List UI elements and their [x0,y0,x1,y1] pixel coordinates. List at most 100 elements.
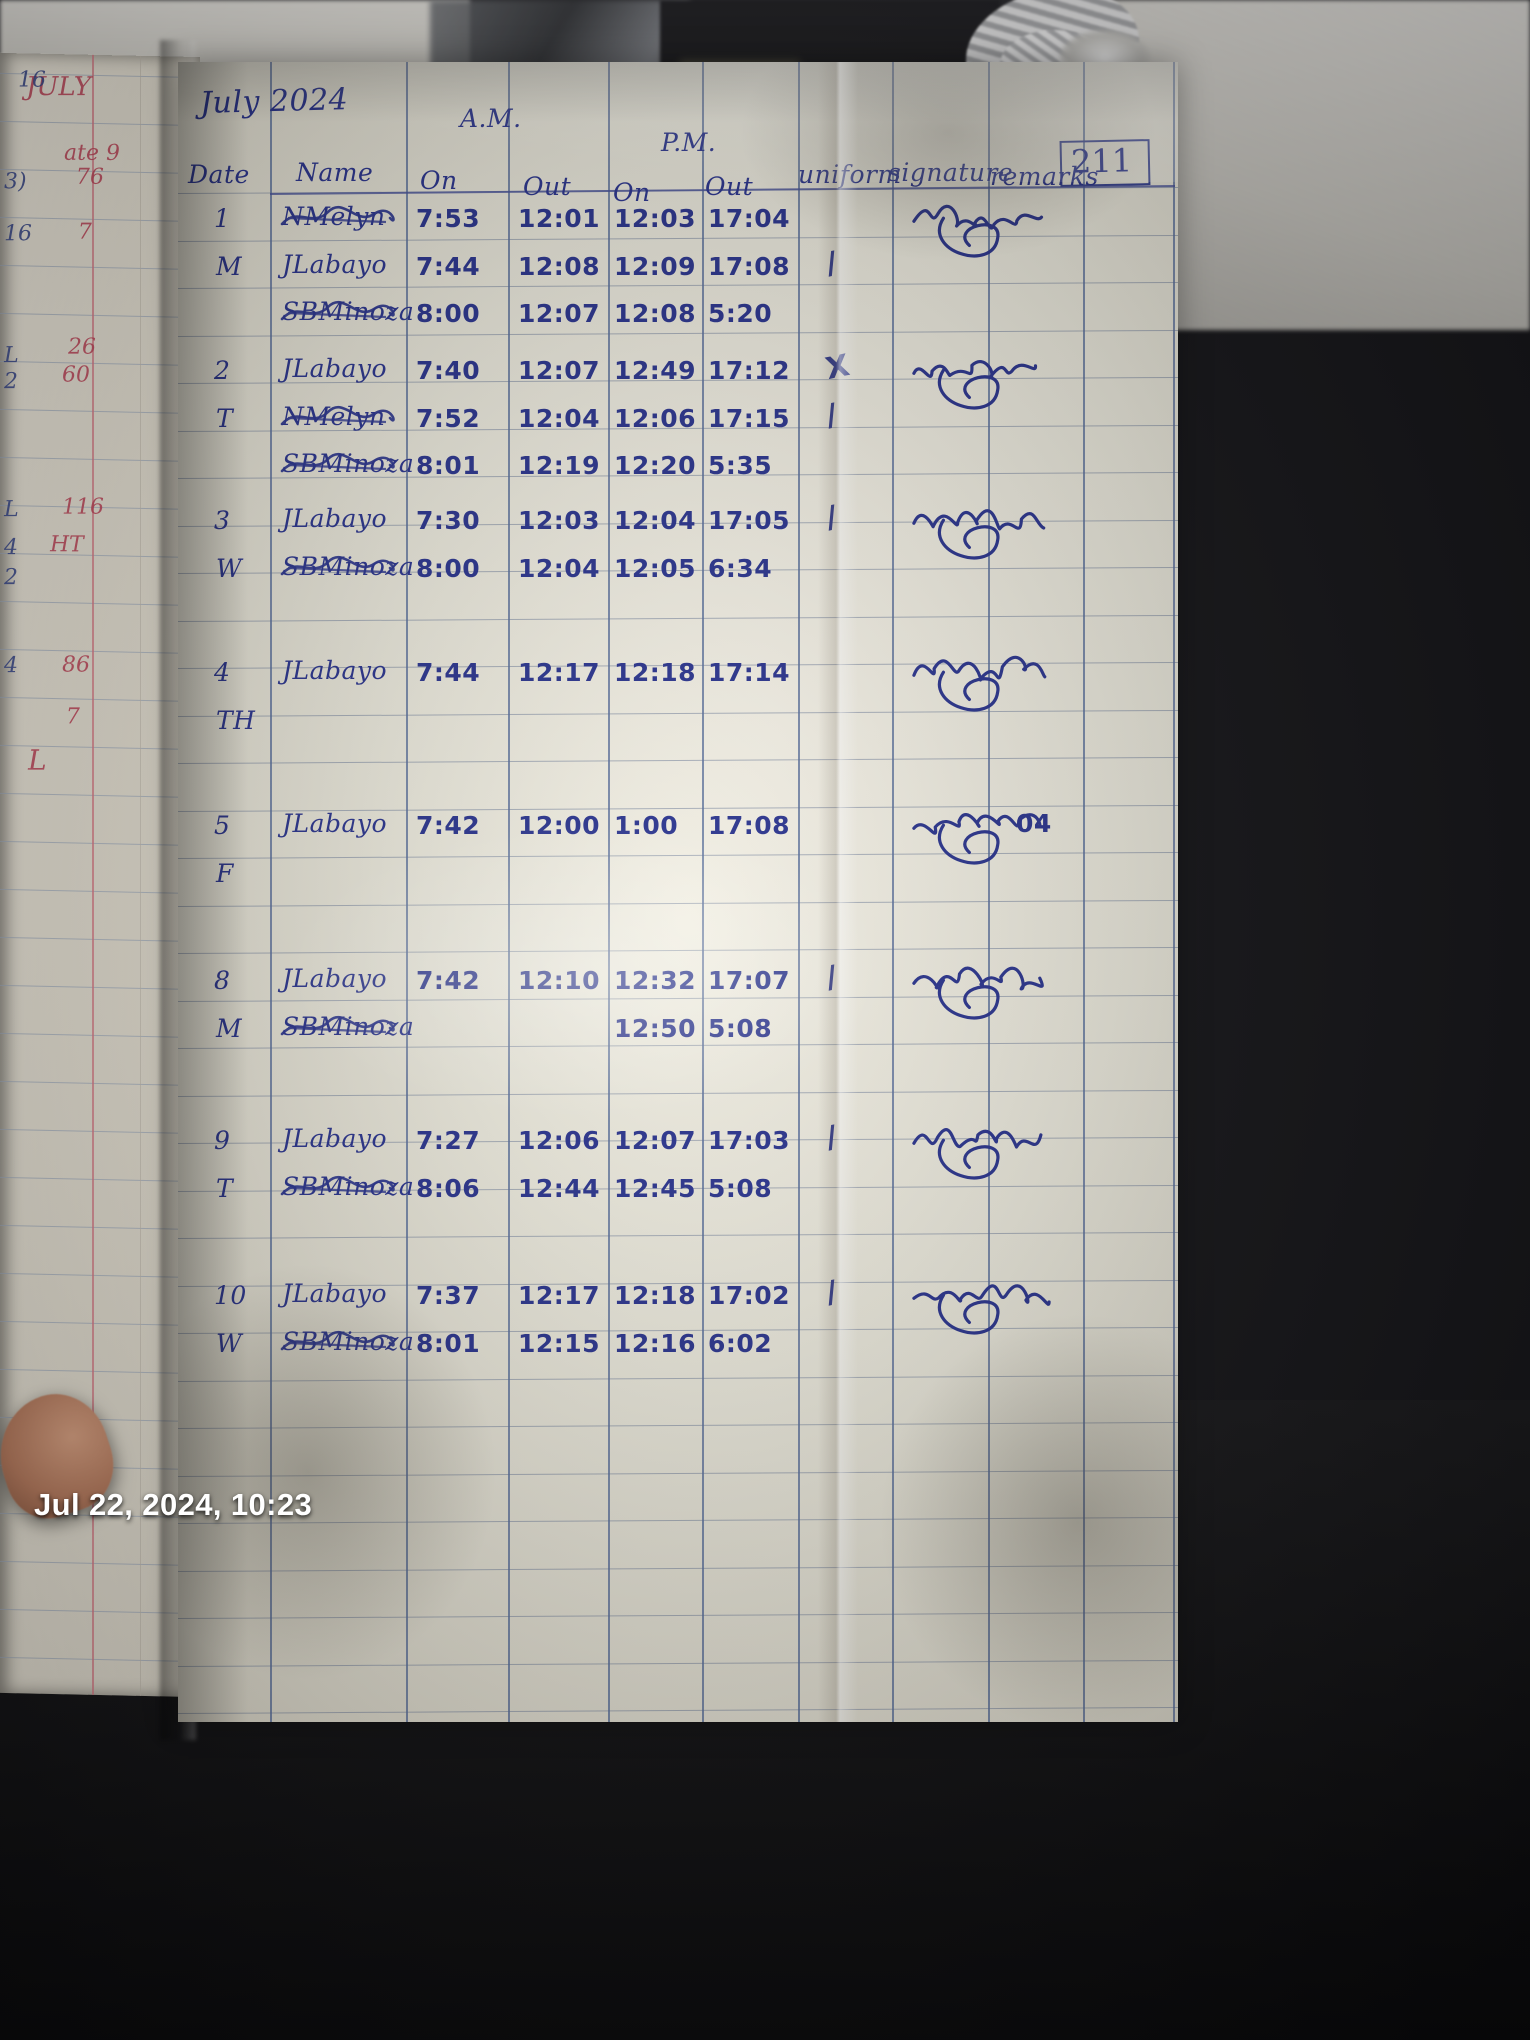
left-page-mark-1: ate 9 [63,140,121,166]
entry-am-out: 12:19 [518,451,601,480]
entry-am-in: 8:06 [416,1173,481,1203]
entry-am-out: 12:01 [518,204,601,233]
left-page-mark-2: 76 [75,164,105,190]
entry-am-out: 12:07 [518,356,601,385]
entry-signature [908,194,1044,286]
left-page-blue-mark-6: 4 [3,535,19,561]
entry-date: 10 [214,1281,247,1310]
entry-day: T [216,404,233,433]
entry-name: JLabayo [282,656,388,685]
entry-name: JLabayo [282,964,388,993]
entry-am-in: 8:01 [416,1328,481,1358]
name-scrawl [278,202,396,232]
entry-am-out: 12:17 [518,658,601,687]
page-top-shade [178,62,1178,122]
left-page-mark-5: 60 [61,362,91,388]
entry-am-out: 12:07 [518,299,601,328]
entry-signature [908,496,1046,588]
entry-pm-out: 17:08 [708,251,791,281]
entry-pm-out: 17:03 [708,1126,791,1155]
entry-pm-in: 12:18 [614,1281,697,1310]
entry-am-in: 7:53 [416,204,481,233]
left-page-blue-mark-4: 2 [3,369,19,395]
entry-name: JLabayo [282,809,388,838]
entry-pm-out: 5:20 [708,299,773,328]
left-page-blue-mark-1: 3) [3,169,27,195]
left-page-blue-mark-3: L [3,343,19,369]
page-column-ruling [178,62,1178,1722]
logbook-page: July 2024 A.M. P.M. 211 Date Name On Out… [178,62,1178,1722]
entry-am-in: 7:30 [416,506,481,535]
page-curve-highlight [178,62,1178,182]
entry-pm-in: 12:05 [614,553,697,583]
entry-pm-in: 12:50 [614,1013,697,1043]
entry-pm-in: 12:45 [614,1173,697,1203]
entry-am-out: 12:04 [518,403,601,433]
page-center-fold [818,62,858,1722]
entry-date: 1 [214,204,230,233]
entry-signature [908,346,1038,438]
entry-pm-out: 17:15 [708,403,791,433]
entry-am-out: 12:06 [518,1126,601,1155]
entry-signature [908,648,1047,740]
photo-timestamp: Jul 22, 2024, 10:23 [34,1487,313,1522]
entry-name: JLabayo [282,249,388,279]
column-header-name: Name [296,158,373,187]
page-gutter-shade [178,62,248,1722]
entry-pm-in: 12:32 [614,966,697,995]
entry-am-in: 7:52 [416,403,481,433]
column-header-am-in: On [420,166,458,195]
entry-pm-in: 12:03 [614,204,697,233]
entry-day: F [216,859,234,888]
entry-am-in: 7:44 [416,658,481,687]
entry-remarks: 04 [1016,809,1052,838]
left-page-blue-mark-5: L [3,497,19,523]
column-header-am-out: Out [523,172,572,201]
entry-date: 9 [214,1126,230,1155]
entry-date: 4 [214,658,230,687]
entry-am-out: 12:44 [518,1173,601,1203]
left-page-column-line [140,55,141,1696]
entry-am-out: 12:00 [518,811,601,840]
column-header-pm-in: On [613,178,651,207]
entry-am-in: 8:01 [416,451,481,480]
entry-pm-out: 17:05 [708,506,791,535]
name-scrawl [278,449,396,479]
name-scrawl [278,402,396,432]
entry-name: JLabayo [282,354,388,383]
entry-date: 5 [214,811,230,840]
entry-pm-in: 12:09 [614,251,697,281]
left-page-mark-6: 116 [61,494,105,520]
entry-day: TH [216,706,255,735]
left-page-blue-mark-0: 16 [17,67,47,93]
entry-pm-in: 12:07 [614,1126,697,1155]
entry-pm-in: 12:16 [614,1328,697,1358]
entry-pm-out: 5:08 [708,1173,773,1203]
entry-am-out: 12:15 [518,1328,601,1358]
entry-date: 8 [214,966,230,995]
entry-name: JLabayo [282,504,388,533]
entry-signature [908,801,1042,893]
entry-pm-in: 12:04 [614,506,697,535]
entry-signature [908,1271,1051,1363]
entry-signature [908,1116,1043,1208]
entry-am-in: 7:27 [416,1126,481,1155]
column-header-pm-out: Out [705,172,754,201]
name-scrawl [278,552,396,582]
entry-pm-in: 1:00 [614,811,679,840]
entry-am-in: 7:40 [416,356,481,385]
left-page-mark-8: 86 [61,652,91,678]
section-header-pm: P.M. [661,128,716,157]
entry-day: M [216,252,242,281]
left-page-mark-7: HT [49,532,85,558]
entry-am-in: 7:42 [416,966,481,995]
entry-pm-out: 17:02 [708,1281,791,1310]
entry-pm-in: 12:18 [614,658,697,687]
entry-am-in: 7:44 [416,251,481,281]
entry-pm-in: 12:06 [614,403,697,433]
column-header-remarks: remarks [990,162,1099,191]
entry-day: T [216,1174,233,1203]
name-scrawl [278,1327,396,1357]
entry-am-out: 12:10 [518,966,601,995]
